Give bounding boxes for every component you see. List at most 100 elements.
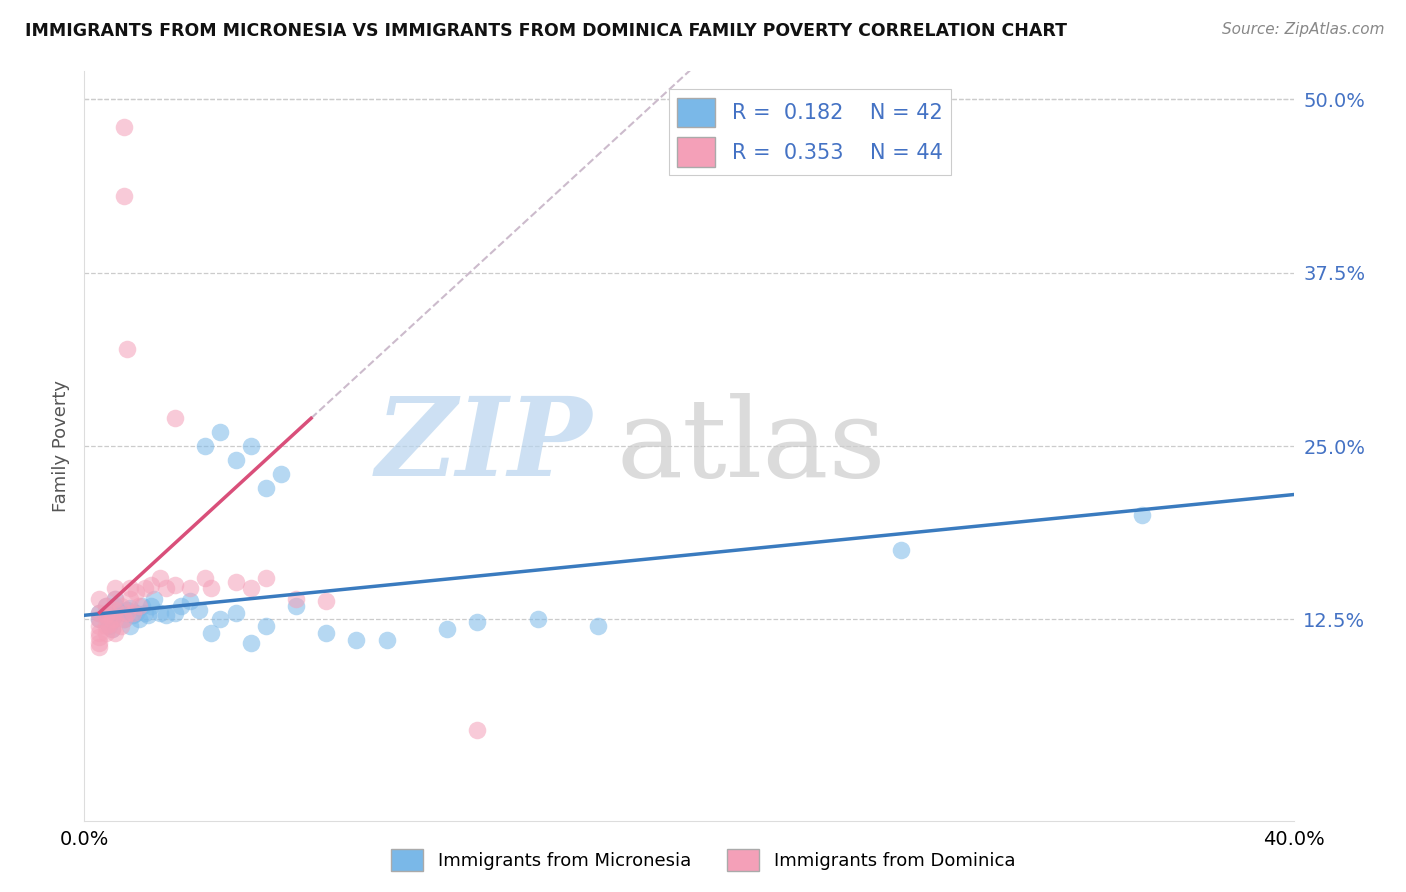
Point xyxy=(285,591,308,606)
Point xyxy=(134,581,156,595)
Point xyxy=(209,612,232,626)
Point xyxy=(254,619,277,633)
Point xyxy=(125,584,148,599)
Point xyxy=(110,599,132,613)
Point xyxy=(188,603,211,617)
Point xyxy=(112,612,135,626)
Point xyxy=(239,636,262,650)
Point xyxy=(128,599,150,613)
Point xyxy=(527,612,550,626)
Point xyxy=(89,591,111,606)
Point xyxy=(89,626,111,640)
Point xyxy=(100,612,122,626)
Point xyxy=(254,571,277,585)
Point xyxy=(100,622,122,636)
Point xyxy=(112,120,135,134)
Text: atlas: atlas xyxy=(616,392,886,500)
Point xyxy=(254,481,277,495)
Point xyxy=(118,601,141,615)
Point xyxy=(315,594,337,608)
Point xyxy=(165,606,187,620)
Point xyxy=(94,608,117,623)
Point xyxy=(89,612,111,626)
Point xyxy=(149,571,172,585)
Point xyxy=(125,606,148,620)
Point xyxy=(104,591,127,606)
Point xyxy=(110,606,132,620)
Point xyxy=(97,619,120,633)
Point xyxy=(225,606,247,620)
Point xyxy=(155,581,177,595)
Point xyxy=(104,626,127,640)
Point xyxy=(89,636,111,650)
Point xyxy=(225,574,247,589)
Point xyxy=(149,606,172,620)
Point xyxy=(285,599,308,613)
Point xyxy=(170,599,193,613)
Point xyxy=(89,619,111,633)
Point xyxy=(112,189,135,203)
Legend: R =  0.182    N = 42, R =  0.353    N = 44: R = 0.182 N = 42, R = 0.353 N = 44 xyxy=(669,89,950,176)
Point xyxy=(89,631,111,645)
Point xyxy=(139,578,162,592)
Point xyxy=(270,467,292,481)
Point xyxy=(588,619,610,633)
Point xyxy=(104,612,127,626)
Point xyxy=(94,599,117,613)
Point xyxy=(200,626,222,640)
Point xyxy=(104,581,127,595)
Point xyxy=(890,543,912,558)
Point xyxy=(100,612,122,626)
Point xyxy=(467,615,489,630)
Text: ZIP: ZIP xyxy=(375,392,592,500)
Point xyxy=(89,606,111,620)
Point xyxy=(134,606,156,620)
Point xyxy=(142,591,165,606)
Point xyxy=(131,599,153,613)
Text: IMMIGRANTS FROM MICRONESIA VS IMMIGRANTS FROM DOMINICA FAMILY POVERTY CORRELATIO: IMMIGRANTS FROM MICRONESIA VS IMMIGRANTS… xyxy=(25,22,1067,40)
Point xyxy=(315,626,337,640)
Point xyxy=(94,599,117,613)
Point xyxy=(104,591,127,606)
Point xyxy=(121,608,143,623)
Point xyxy=(115,342,138,356)
Point xyxy=(194,571,217,585)
Point xyxy=(165,578,187,592)
Point xyxy=(94,619,117,633)
Point xyxy=(179,581,201,595)
Point xyxy=(375,633,398,648)
Y-axis label: Family Poverty: Family Poverty xyxy=(52,380,70,512)
Point xyxy=(104,608,127,623)
Point xyxy=(94,626,117,640)
Point xyxy=(89,606,111,620)
Point xyxy=(128,612,150,626)
Point xyxy=(136,608,159,623)
Point xyxy=(118,591,141,606)
Point xyxy=(165,411,187,425)
Point xyxy=(194,439,217,453)
Point xyxy=(155,608,177,623)
Point xyxy=(115,606,138,620)
Point xyxy=(89,612,111,626)
Point xyxy=(100,622,122,636)
Point xyxy=(346,633,368,648)
Point xyxy=(115,603,138,617)
Point xyxy=(104,599,127,613)
Point xyxy=(139,599,162,613)
Point xyxy=(118,619,141,633)
Point xyxy=(97,608,120,623)
Point xyxy=(179,594,201,608)
Point xyxy=(239,439,262,453)
Point xyxy=(467,723,489,738)
Point xyxy=(104,603,127,617)
Point xyxy=(225,453,247,467)
Point xyxy=(239,581,262,595)
Text: Source: ZipAtlas.com: Source: ZipAtlas.com xyxy=(1222,22,1385,37)
Point xyxy=(209,425,232,439)
Point xyxy=(110,619,132,633)
Point xyxy=(112,612,135,626)
Point xyxy=(436,622,458,636)
Point xyxy=(89,640,111,655)
Point xyxy=(118,581,141,595)
Legend: Immigrants from Micronesia, Immigrants from Dominica: Immigrants from Micronesia, Immigrants f… xyxy=(384,842,1022,879)
